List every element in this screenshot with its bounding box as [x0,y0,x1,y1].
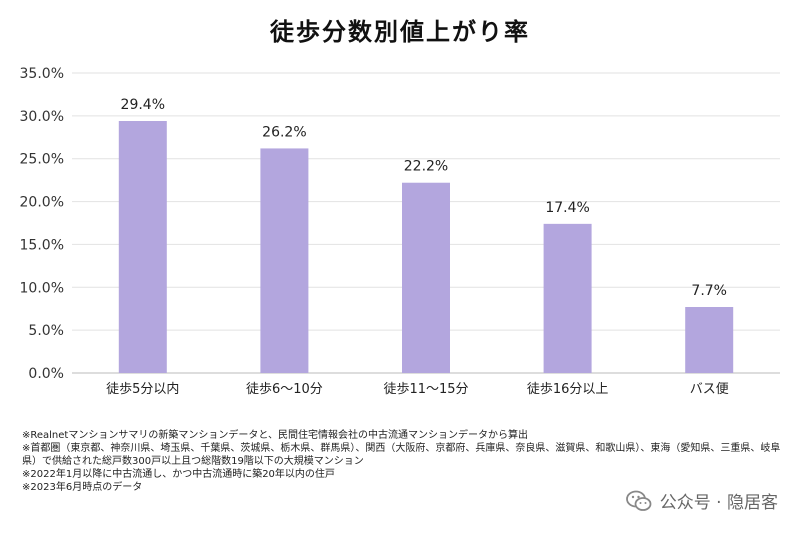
y-tick-label: 25.0% [20,152,64,168]
bar [260,148,309,373]
bars [118,121,734,373]
y-tick-label: 15.0% [20,237,64,253]
footnote: ※2022年1月以降に中古流通し、かつ中古流通時に築20年以内の住戸 [22,469,335,480]
x-tick-label: 徒歩5分以内 [106,381,179,397]
y-tick-label: 5.0% [28,323,64,339]
bar-value-label: 17.4% [545,200,589,216]
x-tick-label: バス便 [690,382,729,397]
footnotes: ※Realnetマンションサマリの新築マンションデータと、民間住宅情報会社の中古… [22,429,782,494]
bar [402,182,450,373]
y-tick-label: 0.0% [28,366,64,382]
footnote: ※首都圏（東京都、神奈川県、埼玉県、千葉県、茨城県、栃木県、群馬県）、関西（大阪… [22,443,781,467]
bar-value-labels: 29.4% 26.2% 22.2% 17.4% 7.7% [121,97,727,299]
y-tick-label: 30.0% [20,109,64,125]
footnote: ※2023年6月時点のデータ [22,482,143,493]
y-tick-label: 10.0% [20,280,64,296]
bar-value-label: 7.7% [691,283,727,299]
x-tick-label: 徒歩11〜15分 [383,382,468,397]
wechat-icon [625,490,652,511]
y-tick-label: 20.0% [20,195,64,211]
bar [543,223,592,373]
bar-value-label: 26.2% [262,124,306,140]
bar-chart: 0.0% 5.0% 10.0% 15.0% 20.0% 25.0% 30.0% 35.0% 2… [20,66,780,397]
x-axis-tick-labels: 徒歩5分以内 徒歩6〜10分 徒歩11〜15分 徒歩16分以上 バス便 [106,381,729,397]
y-tick-label: 35.0% [20,66,64,82]
x-tick-label: 徒歩6〜10分 [246,382,323,397]
y-axis-tick-labels: 0.0% 5.0% 10.0% 15.0% 20.0% 25.0% 30.0% 35.0% [20,66,64,382]
bar-value-label: 22.2% [404,159,448,175]
watermark-text: 公众号 · 隐居客 [659,493,778,513]
bar [685,307,734,373]
watermark: 公众号 · 隐居客 [625,488,778,513]
chart-title: 徒歩分数別値上がり率 [270,18,530,46]
footnote: ※Realnetマンションサマリの新築マンションデータと、民間住宅情報会社の中古… [22,430,528,441]
bar-value-label: 29.4% [121,97,165,113]
x-tick-label: 徒歩16分以上 [527,382,609,397]
bar [118,121,167,373]
